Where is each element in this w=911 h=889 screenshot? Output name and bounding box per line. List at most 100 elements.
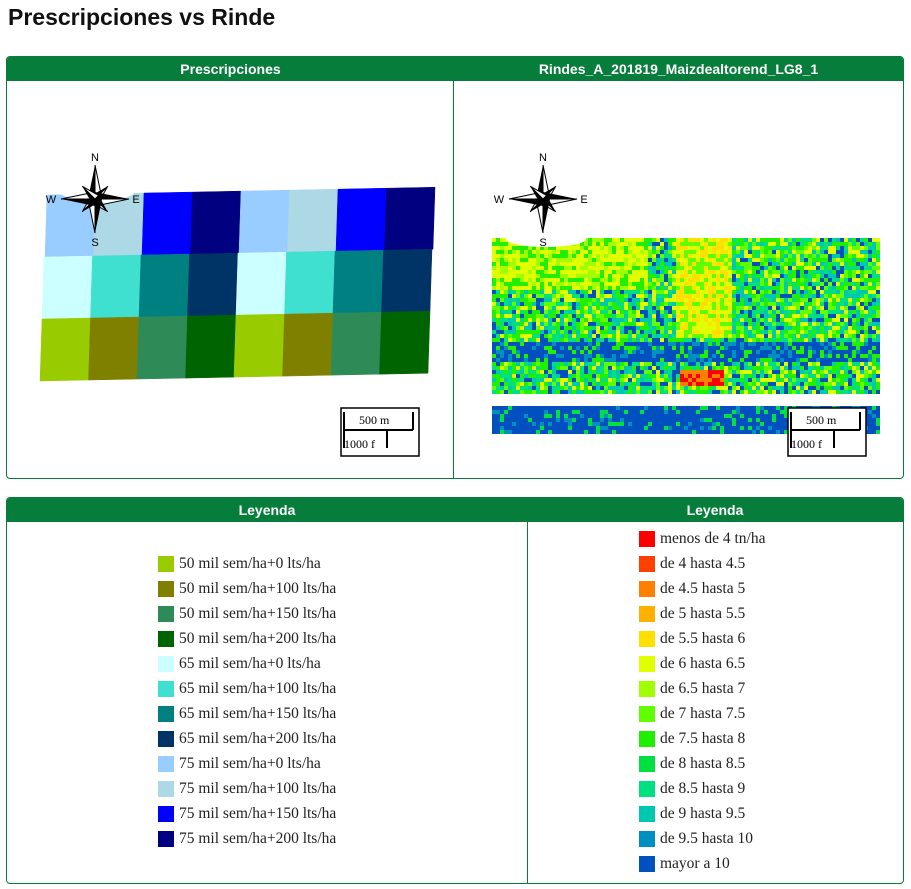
yield-cell	[748, 302, 752, 306]
yield-cell	[832, 314, 836, 318]
yield-cell	[584, 338, 588, 342]
yield-cell	[648, 250, 652, 254]
yield-cell	[528, 386, 532, 390]
yield-cell	[800, 258, 804, 262]
yield-cell	[640, 362, 644, 366]
yield-cell	[704, 414, 708, 418]
yield-cell	[588, 318, 592, 322]
yield-cell	[868, 358, 872, 362]
yield-cell	[564, 410, 568, 414]
yield-cell	[876, 366, 880, 370]
yield-cell	[516, 246, 520, 250]
yield-cell	[496, 386, 500, 390]
yield-cell	[780, 242, 784, 246]
yield-cell	[756, 378, 760, 382]
prescription-cell	[330, 311, 382, 376]
yield-cell	[548, 350, 552, 354]
yield-cell	[564, 334, 568, 338]
yield-cell	[660, 258, 664, 262]
yield-cell	[864, 346, 868, 350]
yield-cell	[856, 354, 860, 358]
yield-cell	[836, 290, 840, 294]
yield-cell	[508, 294, 512, 298]
yield-cell	[720, 238, 724, 242]
yield-cell	[696, 286, 700, 290]
yield-cell	[876, 258, 880, 262]
yield-cell	[652, 374, 656, 378]
yield-cell	[508, 374, 512, 378]
yield-cell	[600, 242, 604, 246]
yield-cell	[520, 326, 524, 330]
yield-cell	[492, 350, 496, 354]
yield-cell	[512, 246, 516, 250]
yield-cell	[760, 430, 764, 434]
yield-cell	[616, 346, 620, 350]
yield-cell	[708, 354, 712, 358]
yield-cell	[628, 250, 632, 254]
yield-cell	[632, 286, 636, 290]
yield-cell	[700, 406, 704, 410]
yield-cell	[552, 382, 556, 386]
yield-cell	[668, 306, 672, 310]
yield-cell	[868, 326, 872, 330]
yield-cell	[580, 430, 584, 434]
yield-cell	[644, 378, 648, 382]
yield-cell	[532, 294, 536, 298]
yield-cell	[540, 298, 544, 302]
yield-cell	[564, 326, 568, 330]
yield-cell	[764, 290, 768, 294]
yield-cell	[664, 306, 668, 310]
yield-cell	[644, 422, 648, 426]
yield-cell	[584, 270, 588, 274]
yield-cell	[784, 426, 788, 430]
yield-cell	[676, 298, 680, 302]
yield-cell	[740, 278, 744, 282]
yield-cell	[644, 418, 648, 422]
yield-cell	[724, 314, 728, 318]
yield-cell	[576, 350, 580, 354]
yield-cell	[656, 382, 660, 386]
yield-cell	[668, 246, 672, 250]
yield-cell	[604, 386, 608, 390]
yield-cell	[624, 298, 628, 302]
yield-cell	[868, 274, 872, 278]
yield-cell	[492, 270, 496, 274]
yield-cell	[524, 254, 528, 258]
yield-cell	[544, 382, 548, 386]
yield-cell	[808, 294, 812, 298]
yield-cell	[528, 254, 532, 258]
yield-cell	[736, 286, 740, 290]
yield-cell	[644, 362, 648, 366]
yield-cell	[696, 298, 700, 302]
yield-cell	[524, 270, 528, 274]
yield-cell	[612, 342, 616, 346]
yield-cell	[512, 338, 516, 342]
yield-cell	[596, 258, 600, 262]
yield-cell	[608, 302, 612, 306]
yield-cell	[864, 282, 868, 286]
yield-cell	[648, 310, 652, 314]
yield-cell	[540, 286, 544, 290]
prescription-cell	[190, 190, 242, 255]
yield-cell	[740, 326, 744, 330]
yield-cell	[508, 370, 512, 374]
yield-cell	[844, 318, 848, 322]
yield-cell	[544, 410, 548, 414]
yield-cell	[708, 310, 712, 314]
yield-cell	[844, 302, 848, 306]
yield-cell	[868, 414, 872, 418]
yield-cell	[668, 366, 672, 370]
yield-cell	[668, 290, 672, 294]
yield-cell	[780, 246, 784, 250]
yield-cell	[528, 338, 532, 342]
yield-cell	[768, 258, 772, 262]
yield-cell	[760, 298, 764, 302]
yield-cell	[700, 330, 704, 334]
yield-cell	[532, 274, 536, 278]
yield-cell	[868, 254, 872, 258]
yield-cell	[768, 370, 772, 374]
yield-cell	[848, 322, 852, 326]
yield-cell	[624, 358, 628, 362]
yield-cell	[520, 254, 524, 258]
yield-cell	[668, 354, 672, 358]
